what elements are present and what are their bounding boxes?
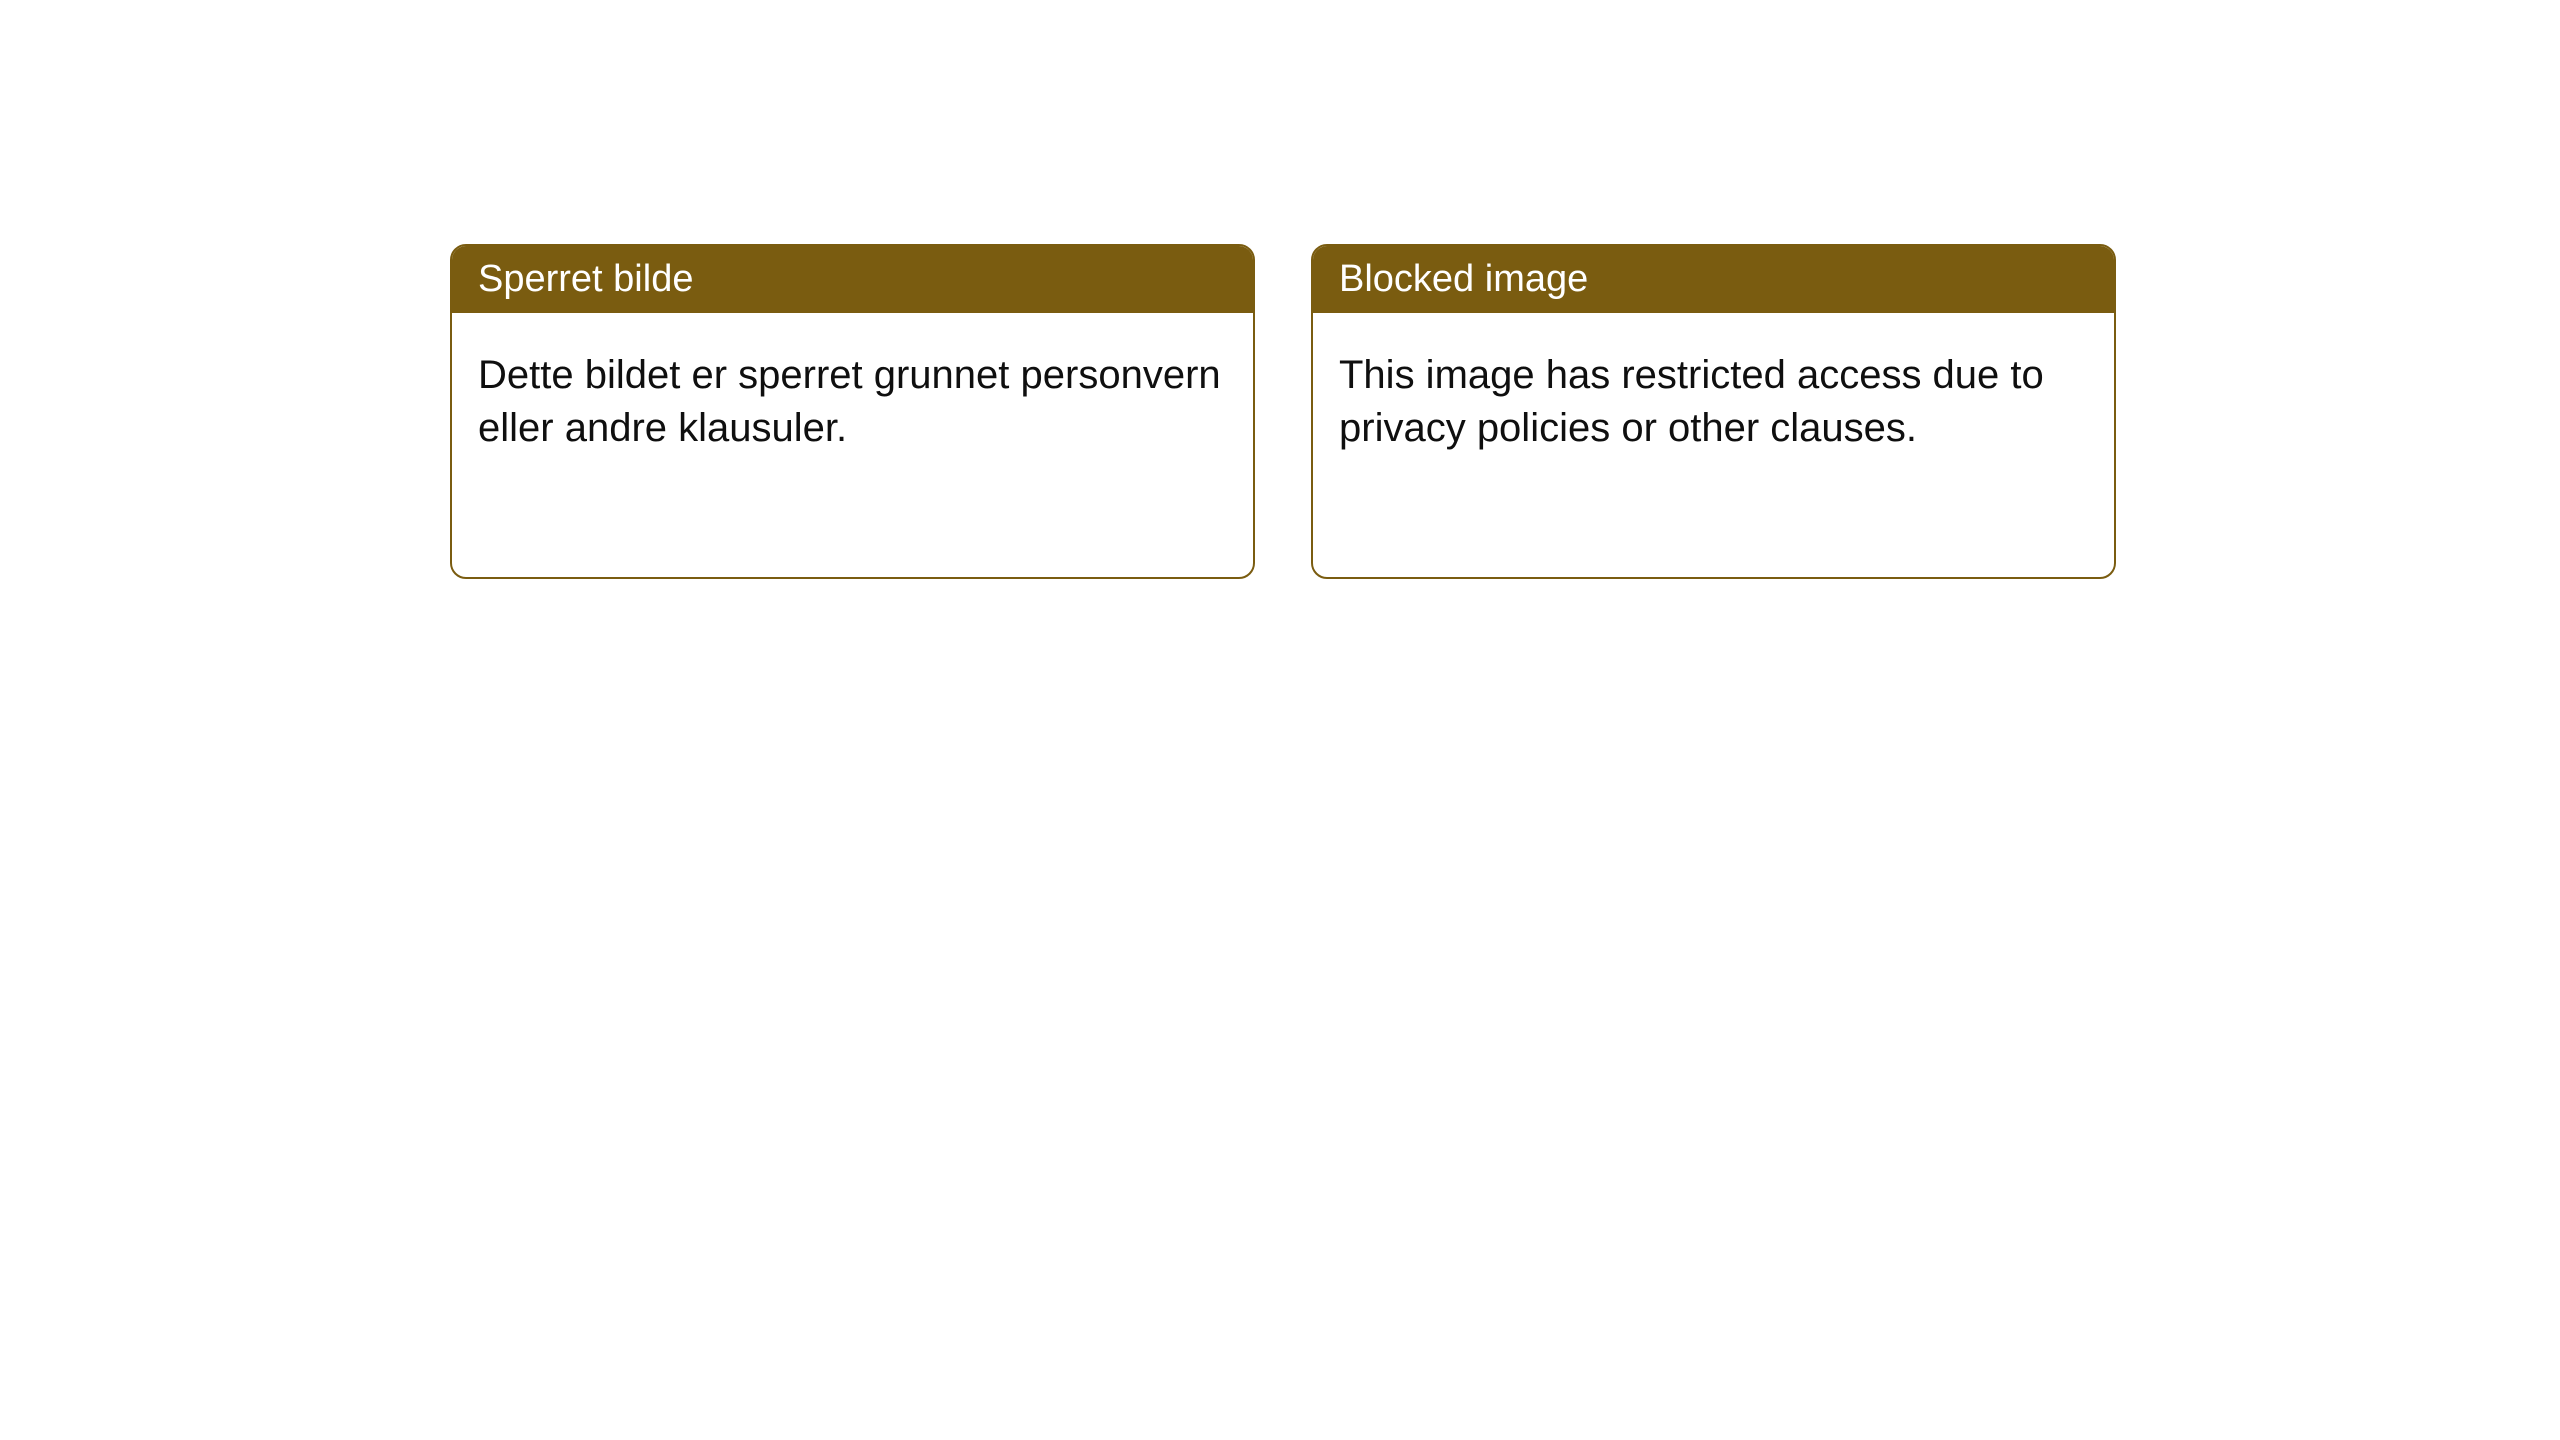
- notice-container: Sperret bilde Dette bildet er sperret gr…: [0, 0, 2560, 579]
- notice-card-english: Blocked image This image has restricted …: [1311, 244, 2116, 579]
- notice-title: Sperret bilde: [452, 246, 1253, 313]
- notice-body: Dette bildet er sperret grunnet personve…: [452, 313, 1253, 491]
- notice-title: Blocked image: [1313, 246, 2114, 313]
- notice-card-norwegian: Sperret bilde Dette bildet er sperret gr…: [450, 244, 1255, 579]
- notice-body: This image has restricted access due to …: [1313, 313, 2114, 491]
